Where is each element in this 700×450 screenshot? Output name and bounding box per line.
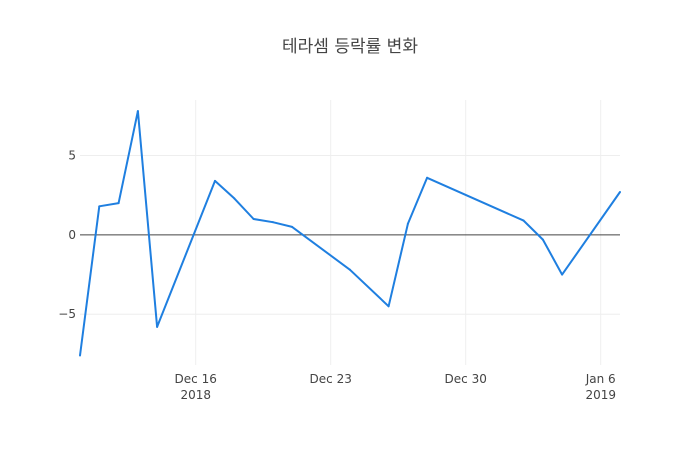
data-point	[156, 325, 159, 328]
series-line	[79, 110, 621, 356]
x-tick-sublabel: 2019	[585, 388, 616, 402]
x-tick-sublabel: 2018	[180, 388, 211, 402]
y-tick-label: 5	[68, 149, 76, 163]
grid	[80, 100, 620, 365]
data-point	[522, 219, 525, 222]
data-point	[541, 238, 544, 241]
x-tick-label: Dec 23	[310, 372, 352, 386]
data-point	[271, 221, 274, 224]
x-tick-label: Dec 30	[445, 372, 487, 386]
data-point	[406, 222, 409, 225]
data-point	[252, 218, 255, 221]
data-point	[79, 354, 81, 357]
data-point	[233, 197, 236, 200]
data-point	[561, 273, 564, 276]
data-point	[136, 110, 139, 113]
data-point	[349, 268, 351, 271]
data-point	[214, 179, 216, 182]
data-point	[426, 176, 429, 179]
y-tick-label: −5	[58, 307, 76, 321]
data-point	[117, 202, 120, 205]
data-point	[98, 205, 101, 208]
data-point	[387, 305, 390, 308]
axes: Dec 16 2018 Dec 23 Dec 30 Jan 6 2019 5 0 −5	[58, 149, 620, 402]
x-tick-label: Jan 6	[585, 372, 616, 386]
y-tick-label: 0	[68, 228, 76, 242]
chart-title: 테라셈 등락률 변화	[282, 37, 418, 57]
data-point	[291, 225, 294, 228]
data-point	[619, 191, 621, 194]
x-tick-label: Dec 16	[175, 372, 217, 386]
series-layer	[79, 110, 621, 357]
